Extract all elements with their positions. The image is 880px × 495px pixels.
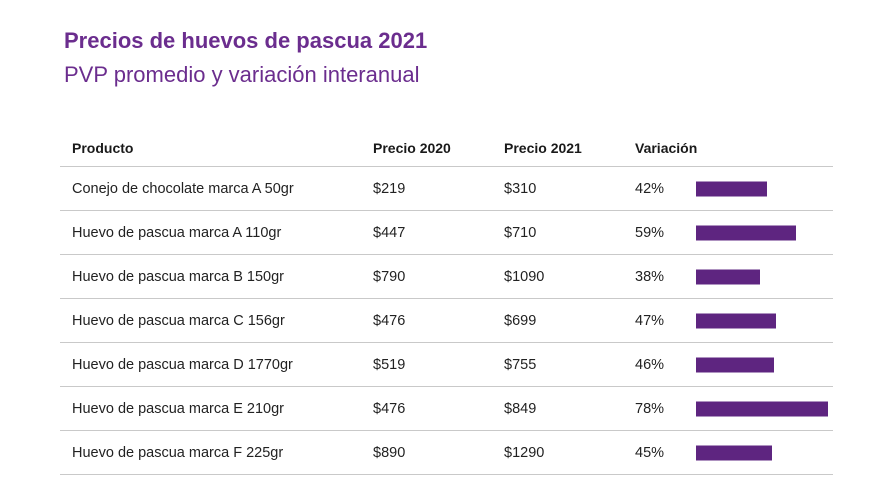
price-2020-cell: $476	[373, 312, 406, 329]
variation-bar-area	[696, 343, 828, 386]
variation-bar	[696, 401, 828, 416]
variation-bar	[696, 225, 796, 240]
column-header-variation: Variación	[635, 139, 698, 156]
chart-subtitle: PVP promedio y variación interanual	[64, 62, 420, 87]
product-cell: Huevo de pascua marca C 156gr	[72, 312, 285, 329]
variation-bar-area	[696, 299, 828, 342]
variation-cell: 38%	[635, 268, 665, 285]
variation-cell: 45%	[635, 444, 665, 461]
column-header-price-2021: Precio 2021	[504, 139, 582, 156]
price-2021-cell: $1090	[504, 268, 545, 285]
column-header-product: Producto	[72, 139, 134, 156]
variation-cell: 42%	[635, 180, 665, 197]
product-cell: Conejo de chocolate marca A 50gr	[72, 180, 294, 197]
table-header: Producto Precio 2020 Precio 2021 Variaci…	[60, 129, 833, 167]
chart-title: Precios de huevos de pascua 2021	[64, 28, 428, 53]
variation-bar	[696, 445, 773, 460]
table-row: Huevo de pascua marca D 1770gr $519 $755 46…	[60, 343, 833, 387]
price-2020-cell: $219	[373, 180, 406, 197]
price-2021-cell: $710	[504, 224, 537, 241]
table-row: Huevo de pascua marca E 210gr $476 $849 78%	[60, 387, 833, 431]
table-row: Huevo de pascua marca A 110gr $447 $710 59%	[60, 211, 833, 255]
price-2020-cell: $519	[373, 356, 406, 373]
product-cell: Huevo de pascua marca D 1770gr	[72, 356, 293, 373]
table-body: Conejo de chocolate marca A 50gr $219 $310…	[60, 167, 833, 475]
variation-bar	[696, 313, 776, 328]
variation-bar-area	[696, 387, 828, 430]
variation-cell: 59%	[635, 224, 665, 241]
price-2021-cell: $1290	[504, 444, 545, 461]
price-2021-cell: $849	[504, 400, 537, 417]
variation-bar-area	[696, 211, 828, 254]
table-row: Conejo de chocolate marca A 50gr $219 $310…	[60, 167, 833, 211]
price-2021-cell: $699	[504, 312, 537, 329]
variation-cell: 46%	[635, 356, 665, 373]
variation-bar	[696, 357, 774, 372]
column-header-price-2020: Precio 2020	[373, 139, 451, 156]
price-2020-cell: $476	[373, 400, 406, 417]
variation-cell: 47%	[635, 312, 665, 329]
variation-bar-area	[696, 431, 828, 474]
product-cell: Huevo de pascua marca A 110gr	[72, 224, 282, 241]
product-cell: Huevo de pascua marca E 210gr	[72, 400, 284, 417]
variation-bar	[696, 269, 761, 284]
price-2020-cell: $790	[373, 268, 406, 285]
price-2020-cell: $447	[373, 224, 406, 241]
table-row: Huevo de pascua marca B 150gr $790 $1090 38…	[60, 255, 833, 299]
variation-cell: 78%	[635, 400, 665, 417]
product-cell: Huevo de pascua marca F 225gr	[72, 444, 284, 461]
table-row: Huevo de pascua marca C 156gr $476 $699 47%	[60, 299, 833, 343]
price-table: Producto Precio 2020 Precio 2021 Variaci…	[60, 129, 833, 475]
variation-bar-area	[696, 255, 828, 298]
variation-bar	[696, 181, 768, 196]
product-cell: Huevo de pascua marca B 150gr	[72, 268, 284, 285]
price-2021-cell: $310	[504, 180, 537, 197]
variation-bar-area	[696, 167, 828, 210]
price-2021-cell: $755	[504, 356, 537, 373]
price-2020-cell: $890	[373, 444, 406, 461]
table-row: Huevo de pascua marca F 225gr $890 $1290 45…	[60, 431, 833, 475]
